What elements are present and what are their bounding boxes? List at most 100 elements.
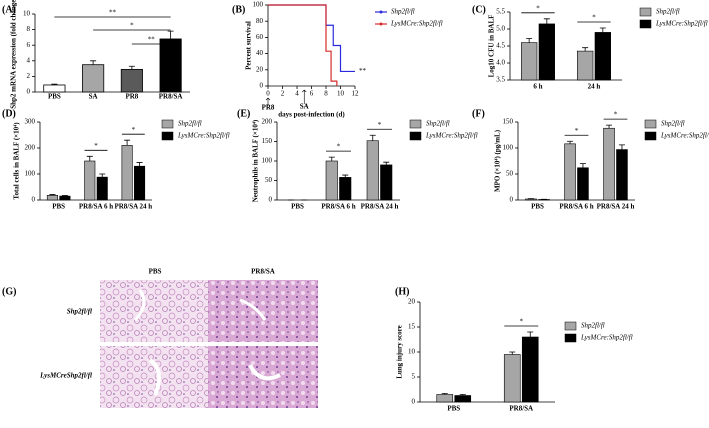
legend-swatch bbox=[409, 119, 422, 129]
bar bbox=[503, 354, 521, 403]
y-tick-label: 150 bbox=[503, 118, 514, 126]
legend-label: Shp2fl/fl bbox=[426, 120, 450, 128]
significance-label: * bbox=[536, 4, 540, 12]
legend-marker bbox=[379, 10, 383, 14]
panel-label: (G) bbox=[2, 286, 16, 297]
legend-label: Shp2fl/fl bbox=[178, 120, 202, 128]
y-tick-label: 100 bbox=[503, 144, 514, 152]
y-tick-label: 150 bbox=[262, 137, 273, 145]
y-axis-label: Total cells in BALF (×10⁴) bbox=[13, 122, 21, 200]
bar bbox=[436, 394, 454, 403]
error-bar bbox=[582, 47, 589, 52]
error-bar bbox=[99, 173, 106, 178]
y-tick-label: 60 bbox=[256, 33, 264, 41]
x-axis-label: days post-infection (d) bbox=[278, 111, 345, 119]
error-bar bbox=[342, 174, 349, 178]
significance-label: * bbox=[575, 127, 579, 135]
significance-label: * bbox=[132, 126, 136, 134]
legend-swatch bbox=[161, 131, 174, 141]
x-tick-label: 4 bbox=[295, 90, 299, 98]
y-tick-label: 8 bbox=[27, 25, 31, 33]
chart: (F) MPO (×10⁴) (pg/mL) 0 50 100 150 PBS PR8/SA … bbox=[472, 108, 709, 210]
error-bar bbox=[459, 394, 466, 396]
legend-swatch bbox=[564, 321, 577, 331]
y-tick-label: 300 bbox=[25, 118, 36, 126]
micrograph bbox=[208, 280, 318, 342]
significance-label: ** bbox=[359, 67, 367, 75]
legend-swatch bbox=[644, 119, 657, 129]
error-bar bbox=[526, 38, 533, 43]
x-tick-label: PR8/SA bbox=[509, 405, 533, 413]
chart: (B)Percent survival 0 20 40 60 80 100 0 2 4 6 8 10 12… bbox=[232, 1, 443, 119]
y-tick-label: 3.5 bbox=[496, 76, 505, 84]
chart: (D) Total cells in BALF (×10⁴) 0 100 200 300 P… bbox=[2, 108, 230, 210]
y-tick-label: 50 bbox=[265, 176, 273, 184]
y-tick-label: 0 bbox=[27, 88, 31, 96]
bar bbox=[339, 177, 352, 201]
error-bar bbox=[543, 18, 550, 24]
bar bbox=[616, 149, 628, 201]
chart: (A)Shp2 mRNA expression (fold change) 0 2 4… bbox=[2, 0, 190, 109]
error-bar bbox=[128, 65, 135, 70]
significance-label: * bbox=[94, 142, 98, 150]
legend-swatch bbox=[639, 7, 652, 17]
micrograph bbox=[100, 346, 210, 408]
y-tick-label: 200 bbox=[25, 144, 36, 152]
error-bar bbox=[167, 30, 174, 39]
x-tick-label: PR8/SA 6 h bbox=[321, 203, 355, 211]
error-bar bbox=[369, 134, 376, 141]
error-bar bbox=[61, 195, 68, 197]
legend-label: Shp2fl/fl bbox=[581, 322, 605, 330]
legend-label: LysMCre:Shp2fl/fl bbox=[177, 132, 230, 140]
y-tick-label: 100 bbox=[253, 1, 264, 9]
panel-label: (B) bbox=[232, 4, 245, 15]
y-tick-label: 40 bbox=[256, 49, 264, 57]
x-tick-label: PR8/SA 6 h bbox=[559, 203, 593, 211]
panel-label: (F) bbox=[472, 108, 485, 119]
x-tick-label: PR8/SA bbox=[159, 93, 183, 101]
bar bbox=[96, 176, 108, 201]
y-axis-label: Log10 CFU in BALF bbox=[488, 15, 496, 78]
bar bbox=[603, 127, 615, 201]
x-tick-label: PR8/SA 6 h bbox=[79, 203, 113, 211]
y-tick-label: 2 bbox=[27, 72, 31, 80]
legend-label: Shp2fl/fl bbox=[391, 8, 415, 16]
bar bbox=[134, 165, 146, 201]
y-tick-label: 100 bbox=[262, 157, 273, 165]
x-tick-label: PR8 bbox=[125, 93, 138, 101]
legend-label: Shp2fl/fl bbox=[661, 120, 685, 128]
legend-label: Shp2fl/fl bbox=[656, 8, 680, 16]
x-tick-label: 0 bbox=[266, 90, 270, 98]
bar bbox=[43, 84, 66, 93]
x-tick-label: PBS bbox=[447, 405, 460, 413]
error-bar bbox=[618, 144, 625, 150]
x-tick-label: PR8/SA 24 h bbox=[361, 203, 399, 211]
y-tick-label: 5.0 bbox=[496, 25, 505, 33]
y-tick-label: 10 bbox=[23, 10, 31, 18]
y-tick-label: 0 bbox=[412, 398, 416, 406]
legend-label: LysMCre:Shp2fl/fl bbox=[655, 20, 708, 28]
bar bbox=[525, 198, 537, 201]
error-bar bbox=[136, 162, 143, 167]
x-tick-label: 24 h bbox=[588, 83, 601, 91]
significance-label: * bbox=[614, 111, 618, 119]
significance-label: * bbox=[520, 318, 524, 326]
x-tick-label: PBS bbox=[531, 203, 544, 211]
y-tick-label: 0 bbox=[510, 196, 514, 204]
error-bar bbox=[49, 194, 56, 196]
bar bbox=[159, 38, 182, 93]
x-tick-label: 12 bbox=[352, 90, 360, 98]
y-tick-label: 80 bbox=[256, 17, 264, 25]
panel-g: (G) PBS PR8/SA Shp2fl/fl LysMCreShp2fl/f… bbox=[2, 268, 318, 408]
survival-line bbox=[268, 4, 355, 73]
x-tick-label: PBS bbox=[291, 203, 304, 211]
bar bbox=[82, 64, 105, 93]
bar bbox=[380, 164, 393, 201]
legend-swatch bbox=[409, 131, 422, 141]
bar bbox=[577, 50, 594, 81]
error-bar bbox=[51, 83, 58, 85]
x-tick-label: PR8/SA 24 h bbox=[597, 203, 635, 211]
y-tick-label: 0 bbox=[260, 82, 264, 90]
y-tick-label: 6 bbox=[27, 41, 31, 49]
